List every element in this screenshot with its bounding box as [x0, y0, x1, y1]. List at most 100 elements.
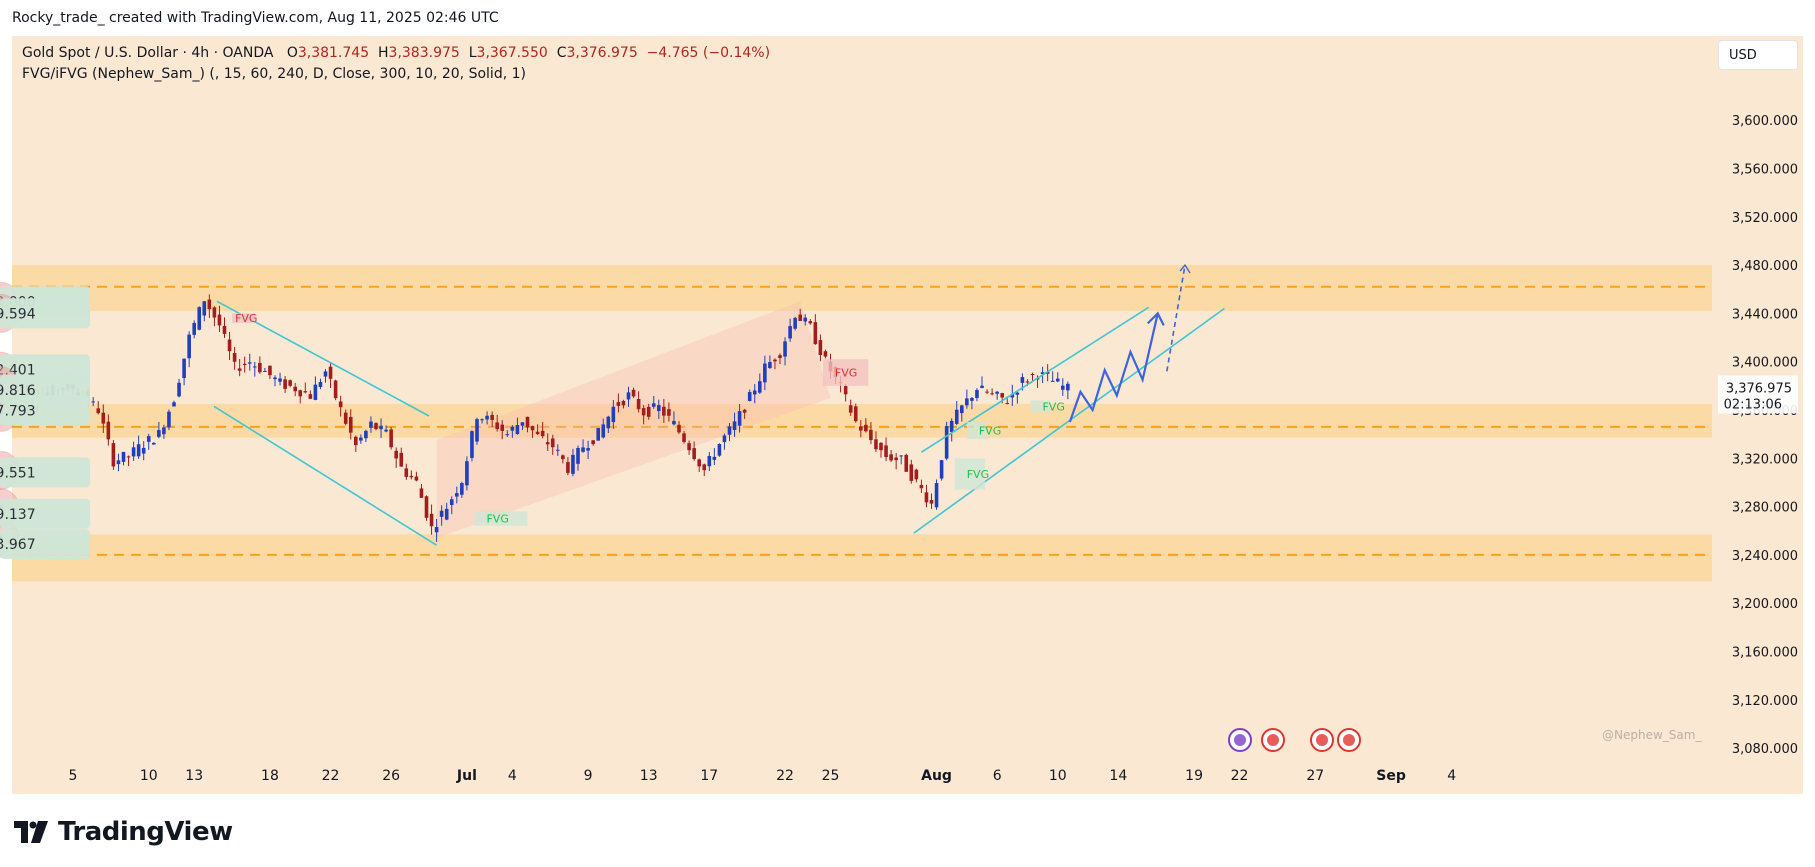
y-tick-label: 3,560.000	[1732, 162, 1798, 177]
projection-arrowhead	[1146, 311, 1165, 326]
candle-body	[515, 425, 520, 435]
fvg-box	[232, 313, 255, 324]
x-tick-label: 4	[508, 768, 517, 784]
candle-body	[283, 379, 287, 389]
candle-body	[864, 424, 868, 432]
candle-body	[763, 363, 767, 383]
candle-body	[687, 443, 691, 451]
candle-body	[914, 469, 919, 480]
candle-body	[227, 339, 232, 352]
candle-body	[924, 492, 929, 503]
candle-body	[328, 366, 333, 379]
candle-body	[621, 401, 626, 406]
candle-body	[495, 422, 499, 430]
candle-body	[1015, 392, 1020, 395]
tradingview-logo[interactable]: TradingView	[14, 817, 233, 847]
currency-button[interactable]: USD	[1718, 40, 1798, 70]
candle-body	[167, 411, 171, 428]
low-value: 3,367.550	[476, 45, 548, 61]
symbol-title[interactable]: Gold Spot / U.S. Dollar · 4h · OANDA	[22, 45, 274, 61]
candle-body	[449, 499, 454, 505]
candle-body	[879, 442, 883, 451]
candle-body	[318, 382, 323, 387]
open-value: 3,381.745	[297, 45, 370, 61]
fvg-label: FVG	[486, 513, 508, 526]
candle-body	[338, 401, 343, 408]
candle-body	[429, 513, 434, 527]
x-tick-label: 22	[1231, 768, 1249, 784]
candle-body	[278, 378, 282, 382]
x-tick-label: Aug	[921, 768, 952, 784]
candle-body	[732, 421, 737, 430]
candle-body	[475, 419, 479, 442]
candle-body	[273, 377, 277, 380]
y-tick-label: 3,320.000	[1732, 452, 1798, 467]
candle-body	[783, 341, 787, 357]
candle-body	[520, 422, 525, 426]
event-icon-dot	[1234, 734, 1246, 746]
price-tag-box	[1718, 375, 1798, 414]
candle-body	[1010, 393, 1015, 398]
candle-body	[667, 409, 671, 416]
x-tick-label: 27	[1306, 768, 1324, 784]
x-tick-label: 14	[1109, 768, 1127, 784]
candle-body	[742, 409, 747, 413]
candle-body	[510, 426, 515, 431]
open-label: O	[286, 45, 298, 61]
candle-body	[404, 468, 409, 477]
indicator-legend[interactable]: FVG/iFVG (Nephew_Sam_) (, 15, 60, 240, D…	[22, 66, 526, 82]
candle-body	[354, 436, 358, 446]
y-tick-label: 3,440.000	[1732, 307, 1798, 322]
candle-body	[601, 424, 606, 438]
watermark: @Nephew_Sam_	[1602, 728, 1702, 742]
candle-body	[197, 307, 202, 330]
candle-body	[808, 321, 813, 324]
candle-body	[813, 322, 818, 345]
candle-body	[106, 421, 111, 440]
candle-body	[631, 389, 636, 397]
fvg-label: FVG	[967, 468, 989, 481]
y-tick-label: 3,120.000	[1732, 694, 1798, 709]
candle-body	[298, 390, 303, 397]
candle-body	[293, 386, 297, 392]
candle-body	[116, 460, 121, 465]
candle-body	[904, 454, 909, 472]
candle-body	[414, 476, 419, 481]
candle-body	[1055, 378, 1060, 382]
candle-body	[146, 436, 151, 442]
candle-body	[343, 412, 348, 424]
candle-body	[995, 391, 999, 394]
x-tick-label: 10	[140, 768, 158, 784]
candle-body	[874, 439, 878, 450]
candle-body	[237, 368, 242, 371]
candle-body	[212, 307, 217, 318]
event-icon-dot	[1343, 734, 1355, 746]
candle-body	[944, 426, 949, 459]
candle-body	[788, 326, 792, 339]
pivot-label-box	[0, 298, 90, 329]
candle-body	[949, 420, 954, 432]
price-axis	[1712, 36, 1803, 794]
fvg-box	[474, 511, 528, 526]
candle-body	[424, 496, 429, 518]
candle-body	[182, 358, 186, 379]
candle-body	[141, 447, 146, 454]
candle-body	[1050, 380, 1055, 382]
zone-band	[12, 534, 1712, 582]
candle-body	[965, 398, 969, 406]
candle-body	[288, 380, 292, 386]
fvg-label: FVG	[979, 424, 1001, 437]
candle-body	[848, 405, 853, 413]
candle-body	[657, 405, 661, 412]
candle-body	[460, 483, 464, 495]
pivot-label: 3,439.594	[0, 306, 36, 322]
candle-body	[606, 416, 611, 429]
x-tick-label: 22	[322, 768, 340, 784]
candle-body	[490, 414, 494, 420]
fvg-box	[954, 458, 986, 490]
candle-body	[525, 416, 530, 428]
event-icon-dot	[1267, 734, 1279, 746]
candle-body	[651, 403, 656, 407]
x-tick-label: 9	[584, 768, 593, 784]
